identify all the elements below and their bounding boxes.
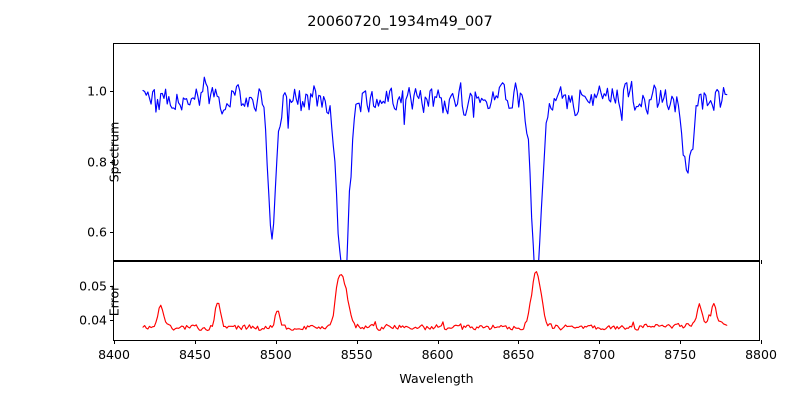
y-tick-mark [110,319,114,321]
x-tick-label: 8550 [340,347,373,362]
x-tick-label: 8400 [98,347,130,362]
y-tick-mark [110,286,114,288]
x-tick-label: 8700 [583,347,616,362]
x-tick-label: 8800 [745,347,777,362]
x-tick-mark [761,260,762,264]
y-tick-label: 1.0 [87,83,107,99]
x-tick-mark [761,340,762,344]
error-panel: Error 0.04 0.05 8400 8450 8500 8550 8600 8650 8… [79,261,777,362]
y-tick-mark [110,161,114,163]
spectrum-y-axis-label: Spectrum [106,121,122,183]
x-tick-label: 8500 [259,347,292,362]
x-tick-mark [518,340,520,344]
page-title: 20060720_1934m49_007 [307,14,493,30]
spectrum-plot-area [114,44,759,260]
x-tick-mark [194,340,196,344]
x-tick-label: 8450 [178,347,211,362]
spectrum-trace [143,77,727,260]
x-axis-label: Wavelength [399,371,474,386]
error-trace [143,272,727,331]
x-tick-mark [275,340,277,344]
y-tick-label: 0.05 [79,278,107,294]
x-tick-mark [437,340,439,344]
x-tick-label: 8750 [664,347,697,362]
y-tick-mark [110,232,114,234]
spectrum-panel: Spectrum 0.6 0.8 1.0 [87,43,762,264]
spectrum-line-series [114,44,759,260]
error-line-series [114,262,759,340]
y-tick-label: 0.8 [87,154,107,170]
x-tick-mark [680,340,682,344]
x-tick-mark [356,340,358,344]
x-tick-mark [599,340,601,344]
x-tick-label: 8600 [421,347,454,362]
x-tick-label: 8650 [502,347,535,362]
y-tick-label: 0.04 [79,312,107,328]
error-plot-area [114,262,759,340]
y-tick-mark [110,91,114,93]
x-tick-mark [114,340,115,344]
y-tick-label: 0.6 [87,224,107,240]
